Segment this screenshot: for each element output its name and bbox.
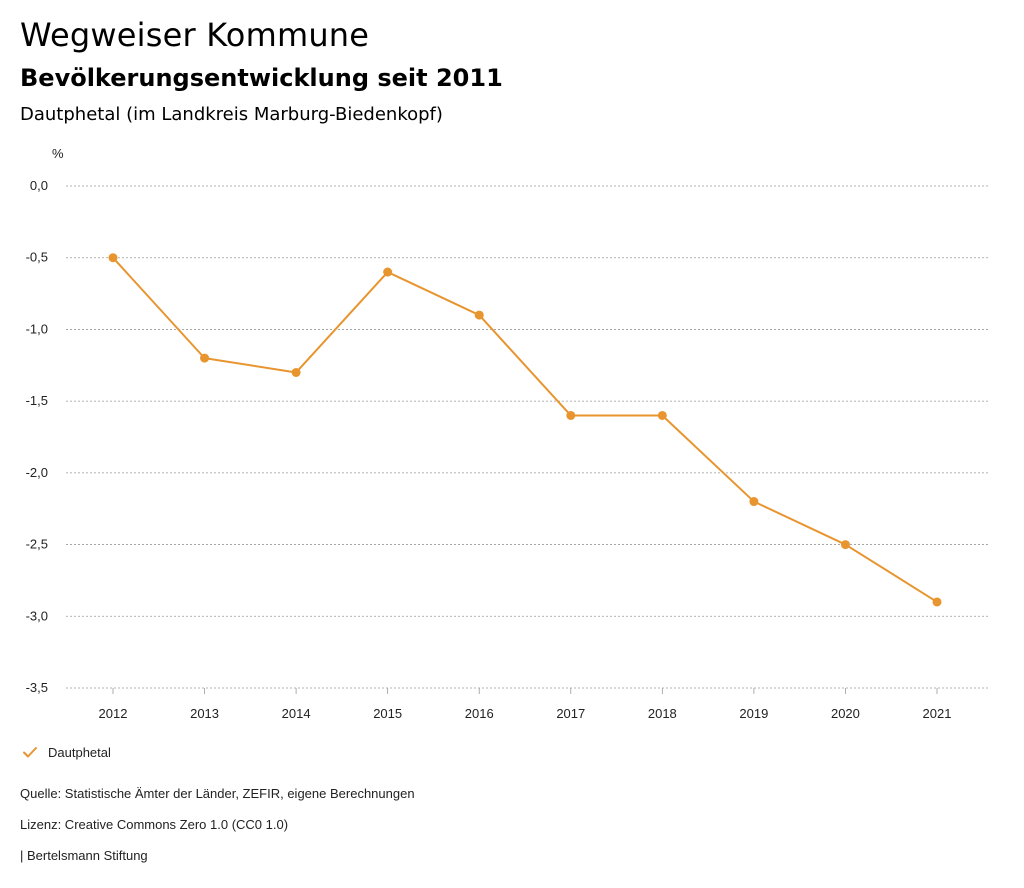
y-tick-label: -2,0 xyxy=(26,465,48,480)
x-tick-label: 2019 xyxy=(739,706,768,721)
legend[interactable]: Dautphetal xyxy=(22,744,111,760)
y-axis-ticks: 0,0 -0,5 -1,0 -1,5 -2,0 -2,5 -3,0 -3,5 xyxy=(26,178,48,695)
y-tick-label: -2,5 xyxy=(26,537,48,552)
data-point[interactable] xyxy=(200,353,210,363)
data-point[interactable] xyxy=(749,497,759,507)
legend-label: Dautphetal xyxy=(48,744,111,760)
data-point[interactable] xyxy=(840,540,850,550)
x-tick-label: 2021 xyxy=(923,706,952,721)
line-chart: % 0,0-0,5-1,0-1,5-2,0-2,5-3,0-3,5 2012 20… xyxy=(26,146,990,721)
y-axis-unit-label: % xyxy=(52,146,64,161)
x-tick-label: 2014 xyxy=(282,706,311,721)
data-point[interactable] xyxy=(657,410,667,420)
x-tick-label: 2017 xyxy=(556,706,585,721)
data-point[interactable] xyxy=(566,410,576,420)
chart-subtitle: Bevölkerungsentwicklung seit 2011 xyxy=(20,64,503,92)
data-point[interactable] xyxy=(108,253,118,263)
page-title: Wegweiser Kommune xyxy=(20,16,370,54)
grid-lines xyxy=(66,185,990,689)
series-dautphetal xyxy=(108,253,942,607)
brand-note: | Bertelsmann Stiftung xyxy=(20,848,148,863)
data-point[interactable] xyxy=(932,597,942,607)
x-tick-label: 2015 xyxy=(373,706,402,721)
data-point[interactable] xyxy=(383,267,393,277)
x-tick-label: 2020 xyxy=(831,706,860,721)
x-tick-label: 2013 xyxy=(190,706,219,721)
x-tick-label: 2018 xyxy=(648,706,677,721)
region-label: Dautphetal (im Landkreis Marburg-Biedenk… xyxy=(20,104,443,125)
x-axis: 2012 2013 2014 2015 2016 2017 2018 2019 2020 2021 xyxy=(99,688,952,721)
y-tick-label: -0,5 xyxy=(26,250,48,265)
data-point[interactable] xyxy=(474,310,484,320)
check-icon xyxy=(23,747,37,758)
x-tick-label: 2012 xyxy=(99,706,128,721)
data-point[interactable] xyxy=(291,367,301,377)
y-tick-label: -1,5 xyxy=(26,393,48,408)
y-tick-label: 0,0 xyxy=(30,178,48,193)
series-line xyxy=(112,257,938,603)
license-note: Lizenz: Creative Commons Zero 1.0 (CC0 1… xyxy=(20,817,289,832)
y-tick-label: -1,0 xyxy=(26,321,48,336)
x-tick-label: 2016 xyxy=(465,706,494,721)
y-tick-label: -3,5 xyxy=(26,680,48,695)
y-tick-label: -3,0 xyxy=(26,608,48,623)
source-note: Quelle: Statistische Ämter der Länder, Z… xyxy=(20,786,415,801)
